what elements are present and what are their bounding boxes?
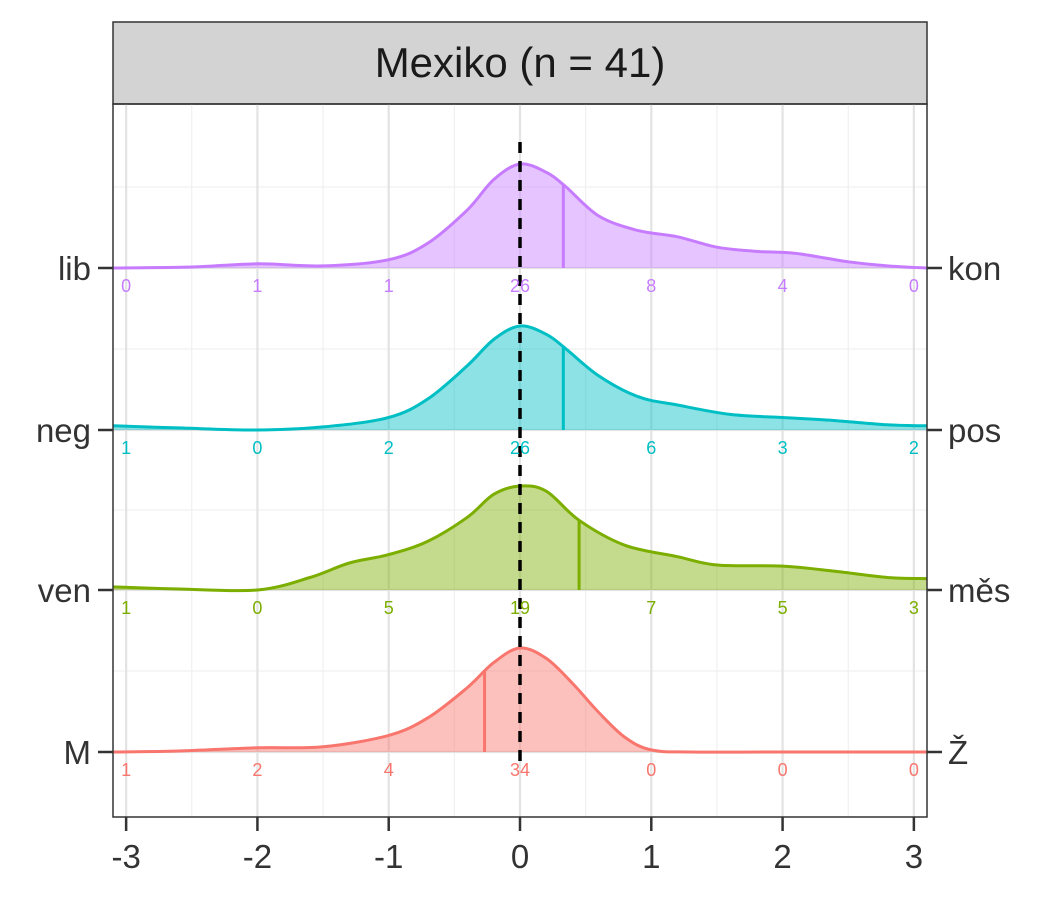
y-label-left: ven xyxy=(38,572,91,609)
count-label: 1 xyxy=(252,276,262,296)
count-label: 0 xyxy=(121,276,131,296)
count-label: 1 xyxy=(384,276,394,296)
y-label-right: kon xyxy=(948,250,1001,287)
count-label: 3 xyxy=(909,598,919,618)
y-label-right: měs xyxy=(948,572,1010,609)
ridge-line xyxy=(112,324,928,432)
count-label: 2 xyxy=(384,438,394,458)
count-label: 7 xyxy=(646,598,656,618)
x-axis: -3 -2 -1 0 1 2 3 xyxy=(111,817,923,875)
y-axis-left: lib neg ven M xyxy=(36,250,113,771)
x-tick-label: 0 xyxy=(511,838,529,875)
count-label: 0 xyxy=(909,276,919,296)
ridge-line xyxy=(112,162,928,270)
x-tick-label: 2 xyxy=(773,838,791,875)
count-label: 0 xyxy=(646,760,656,780)
count-labels: 0 1 1 26 8 4 0 1 0 2 26 6 3 2 1 0 5 19 7 5 3 1 2 4 34 0 0 0 xyxy=(121,276,919,780)
count-label: 1 xyxy=(121,598,131,618)
ridge-ven xyxy=(112,484,928,593)
x-tick-label: 1 xyxy=(642,838,660,875)
y-label-left: neg xyxy=(36,412,91,449)
count-label: 4 xyxy=(384,760,394,780)
count-label: 3 xyxy=(778,438,788,458)
count-label: 1 xyxy=(121,438,131,458)
count-label: 19 xyxy=(510,598,530,618)
x-tick-label: -3 xyxy=(111,838,140,875)
y-label-left: lib xyxy=(58,250,91,287)
y-label-right: pos xyxy=(948,412,1001,449)
x-tick-label: 3 xyxy=(905,838,923,875)
x-tick-label: -1 xyxy=(374,838,403,875)
ridge-area xyxy=(113,485,927,591)
facet-strip xyxy=(112,21,928,105)
ridge-area xyxy=(113,163,927,268)
count-label: 1 xyxy=(121,760,131,780)
facet-title: Mexiko (n = 41) xyxy=(375,39,666,86)
y-axis-right: kon pos měs Ž xyxy=(927,250,1010,771)
count-label: 34 xyxy=(510,760,530,780)
count-label: 0 xyxy=(909,760,919,780)
count-label: 0 xyxy=(778,760,788,780)
count-label: 8 xyxy=(646,276,656,296)
count-label: 4 xyxy=(778,276,788,296)
y-label-left: M xyxy=(64,734,92,771)
count-label: 26 xyxy=(510,438,530,458)
count-label: 2 xyxy=(909,438,919,458)
y-label-right: Ž xyxy=(948,734,968,771)
count-label: 26 xyxy=(510,276,530,296)
count-label: 5 xyxy=(384,598,394,618)
ridge-line xyxy=(112,646,927,754)
count-label: 2 xyxy=(252,760,262,780)
count-label: 0 xyxy=(252,598,262,618)
ridge-lib xyxy=(112,162,928,270)
count-label: 5 xyxy=(778,598,788,618)
x-tick-label: -2 xyxy=(243,838,272,875)
count-label: 6 xyxy=(646,438,656,458)
count-label: 0 xyxy=(252,438,262,458)
